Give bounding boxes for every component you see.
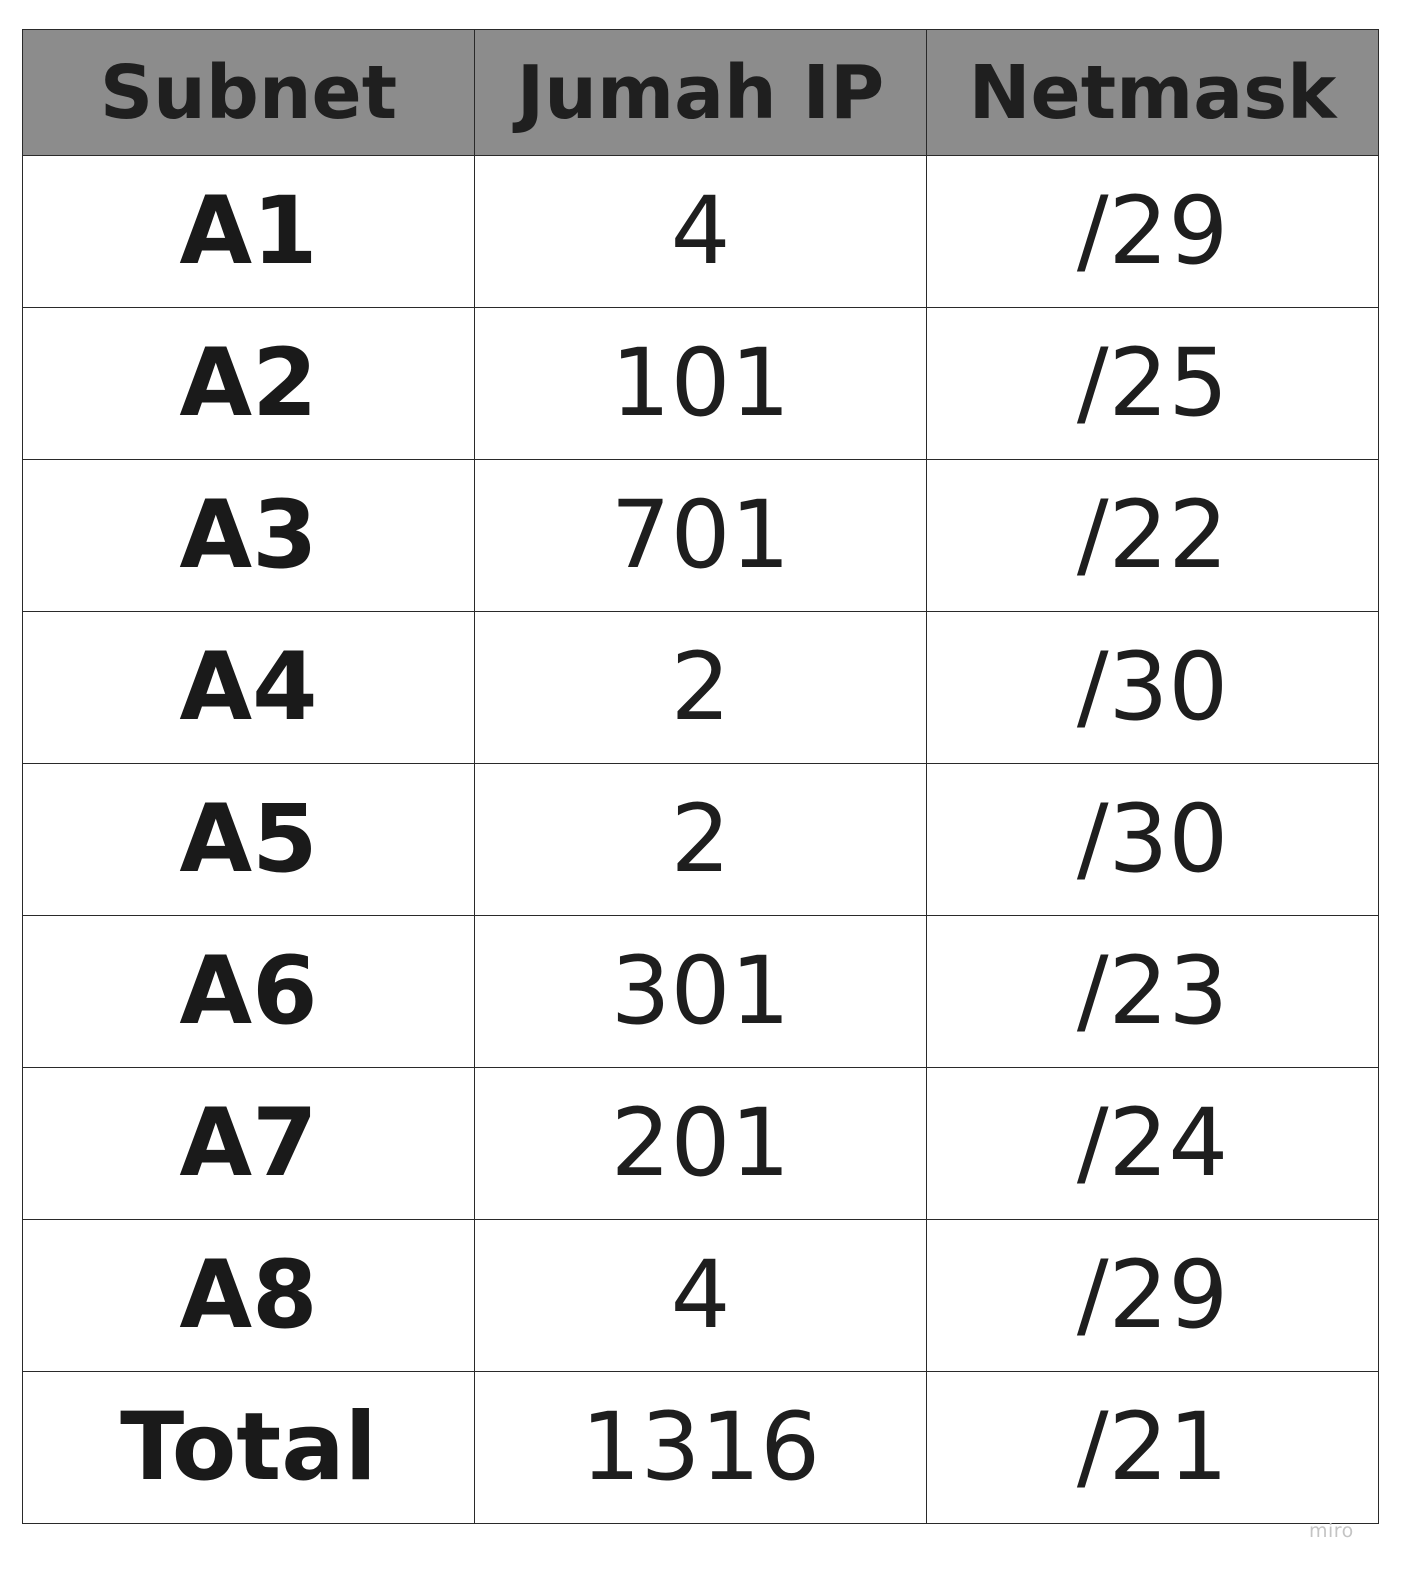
table-row: A6 301 /23 <box>22 915 1379 1068</box>
table-row: A3 701 /22 <box>22 459 1379 612</box>
subnet-table-container: Subnet Jumah IP Netmask A1 4 /29 A2 101 … <box>22 29 1379 1524</box>
ip-count-cell: 4 <box>474 1219 927 1372</box>
column-header-netmask: Netmask <box>926 29 1379 156</box>
table-row: A2 101 /25 <box>22 307 1379 460</box>
netmask-cell: /23 <box>926 915 1379 1068</box>
table-header: Subnet Jumah IP Netmask <box>22 29 1379 156</box>
subnet-cell: A7 <box>22 1067 475 1220</box>
column-header-subnet: Subnet <box>22 29 475 156</box>
netmask-cell: /29 <box>926 155 1379 308</box>
total-label-cell: Total <box>22 1371 475 1524</box>
netmask-cell: /29 <box>926 1219 1379 1372</box>
ip-count-cell: 2 <box>474 763 927 916</box>
ip-count-cell: 2 <box>474 611 927 764</box>
subnet-cell: A3 <box>22 459 475 612</box>
ip-count-cell: 101 <box>474 307 927 460</box>
column-header-ip-count: Jumah IP <box>474 29 927 156</box>
netmask-cell: /24 <box>926 1067 1379 1220</box>
subnet-cell: A1 <box>22 155 475 308</box>
total-ip-count-cell: 1316 <box>474 1371 927 1524</box>
subnet-cell: A2 <box>22 307 475 460</box>
netmask-cell: /30 <box>926 611 1379 764</box>
ip-count-cell: 201 <box>474 1067 927 1220</box>
netmask-cell: /22 <box>926 459 1379 612</box>
subnet-table: Subnet Jumah IP Netmask A1 4 /29 A2 101 … <box>22 29 1379 1524</box>
ip-count-cell: 301 <box>474 915 927 1068</box>
total-row: Total 1316 /21 <box>22 1371 1379 1524</box>
table-row: A8 4 /29 <box>22 1219 1379 1372</box>
table-row: A5 2 /30 <box>22 763 1379 916</box>
subnet-cell: A8 <box>22 1219 475 1372</box>
subnet-cell: A4 <box>22 611 475 764</box>
header-row: Subnet Jumah IP Netmask <box>22 29 1379 156</box>
subnet-cell: A5 <box>22 763 475 916</box>
ip-count-cell: 701 <box>474 459 927 612</box>
netmask-cell: /30 <box>926 763 1379 916</box>
total-netmask-cell: /21 <box>926 1371 1379 1524</box>
miro-watermark: miro <box>1309 1520 1354 1542</box>
table-row: A1 4 /29 <box>22 155 1379 308</box>
table-row: A4 2 /30 <box>22 611 1379 764</box>
table-body: A1 4 /29 A2 101 /25 A3 701 /22 A4 2 /30 … <box>22 155 1379 1524</box>
netmask-cell: /25 <box>926 307 1379 460</box>
subnet-cell: A6 <box>22 915 475 1068</box>
table-row: A7 201 /24 <box>22 1067 1379 1220</box>
ip-count-cell: 4 <box>474 155 927 308</box>
